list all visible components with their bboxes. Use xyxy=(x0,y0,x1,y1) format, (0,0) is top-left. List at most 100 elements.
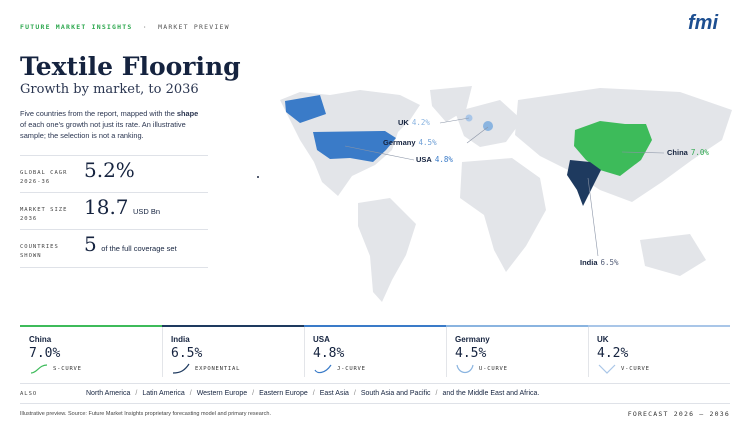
map-label-value: 4.2% xyxy=(411,118,430,127)
card-country: USA xyxy=(313,335,330,344)
curve-icon xyxy=(314,364,332,374)
leader-line xyxy=(466,126,489,144)
footer-forecast: FORECAST 2026 – 2036 xyxy=(627,410,730,418)
region: Western Europe xyxy=(196,390,248,397)
divider xyxy=(20,403,730,404)
card-border xyxy=(588,325,730,327)
region: North America xyxy=(86,390,131,397)
leader-line xyxy=(439,117,470,124)
card-curve: EXPONENTIAL xyxy=(195,366,241,372)
separator: / xyxy=(353,390,356,397)
map-label: Germany 4.5% xyxy=(383,138,437,147)
greenland xyxy=(430,86,472,122)
stat-sublabel: SHOWN xyxy=(20,253,42,259)
map-label-value: 4.5% xyxy=(418,138,437,147)
divider xyxy=(20,267,208,268)
title: Textile Flooring xyxy=(20,52,241,81)
alaska xyxy=(285,95,326,123)
separator: / xyxy=(135,390,138,397)
stat-value: 5 xyxy=(84,232,97,256)
card-divider xyxy=(304,327,305,377)
australia xyxy=(640,234,706,276)
usa xyxy=(313,131,396,162)
subtitle: Growth by market, to 2036 xyxy=(20,82,199,97)
stat-label: COUNTRIES SHOWN xyxy=(20,243,59,261)
stat-label: GLOBAL CAGR 2026-36 xyxy=(20,169,67,187)
card-curve: U-CURVE xyxy=(479,366,508,372)
card-border xyxy=(162,325,304,327)
stat-label-line: COUNTRIES xyxy=(20,244,59,250)
divider xyxy=(20,383,730,384)
land xyxy=(280,86,732,302)
region: Eastern Europe xyxy=(259,390,308,397)
intro-text: Five countries from the report, mapped w… xyxy=(20,109,177,118)
map-label-name: India xyxy=(580,258,598,267)
stat-label-line: MARKET SIZE xyxy=(20,207,68,213)
leaders xyxy=(344,117,665,257)
intro-bold: shape xyxy=(176,109,199,118)
also-regions: North America / Latin America / Western Euro… xyxy=(86,390,539,397)
card-divider xyxy=(162,327,163,377)
separator: / xyxy=(435,390,438,397)
region: and the Middle East and Africa. xyxy=(442,390,540,397)
separator: / xyxy=(252,390,255,397)
map-label-name: UK xyxy=(398,118,409,127)
card-border xyxy=(20,325,162,327)
card-border xyxy=(304,325,446,327)
divider xyxy=(20,155,208,156)
map-label-name: Germany xyxy=(383,138,416,147)
china xyxy=(574,121,652,176)
stat-sublabel: 2036 xyxy=(20,216,38,222)
footer-note: Illustrative preview. Source: Future Mar… xyxy=(20,411,271,417)
curve-icon xyxy=(598,364,616,374)
curve xyxy=(456,364,474,374)
brand: FUTURE MARKET INSIGHTS xyxy=(20,23,133,31)
divider xyxy=(20,192,208,193)
card-cagr: 4.8% xyxy=(313,346,345,361)
intro: Five countries from the report, mapped w… xyxy=(20,108,205,141)
dot xyxy=(257,176,259,178)
map-label: India 6.5% xyxy=(580,258,619,267)
curve-icon xyxy=(172,363,190,374)
card-country: Germany xyxy=(455,335,490,344)
card-divider xyxy=(446,327,447,377)
curve xyxy=(598,364,616,374)
card-curve: S-CURVE xyxy=(53,366,82,372)
logo: fmi xyxy=(688,12,718,34)
card-country: India xyxy=(171,335,190,344)
curve xyxy=(172,363,190,374)
stat-row: 5 of the full coverage set xyxy=(84,232,177,256)
divider xyxy=(20,229,208,230)
leader-line xyxy=(344,145,415,161)
card-country: UK xyxy=(597,335,609,344)
separator: / xyxy=(189,390,192,397)
separator: · xyxy=(137,23,153,31)
card-cagr: 4.5% xyxy=(455,346,487,361)
intro-text: of each one's growth not just its rate. … xyxy=(20,120,186,140)
card-cagr: 7.0% xyxy=(29,346,61,361)
card-curve: V-CURVE xyxy=(621,366,650,372)
germany xyxy=(483,121,493,131)
india xyxy=(567,160,601,206)
brand-line: FUTURE MARKET INSIGHTS · MARKET PREVIEW xyxy=(20,23,230,31)
card-country: China xyxy=(29,335,52,344)
stat-unit: of the full coverage set xyxy=(101,244,177,253)
africa xyxy=(460,158,546,272)
region: South Asia and Pacific xyxy=(360,390,431,397)
stat-row: 18.7 USD Bn xyxy=(84,195,160,219)
map-label: USA 4.8% xyxy=(416,155,453,164)
world-map xyxy=(257,86,732,302)
curve xyxy=(314,364,332,374)
leader-line xyxy=(587,177,599,257)
stat-value: 5.2% xyxy=(84,158,135,182)
card-curve: J-CURVE xyxy=(337,366,366,372)
region: Latin America xyxy=(142,390,185,397)
map-label-name: USA xyxy=(416,155,432,164)
stat-label-line: GLOBAL CAGR xyxy=(20,170,68,176)
south-america xyxy=(358,198,416,302)
card-cagr: 4.2% xyxy=(597,346,629,361)
also-label: ALSO xyxy=(20,391,38,397)
map-label: UK 4.2% xyxy=(398,118,430,127)
